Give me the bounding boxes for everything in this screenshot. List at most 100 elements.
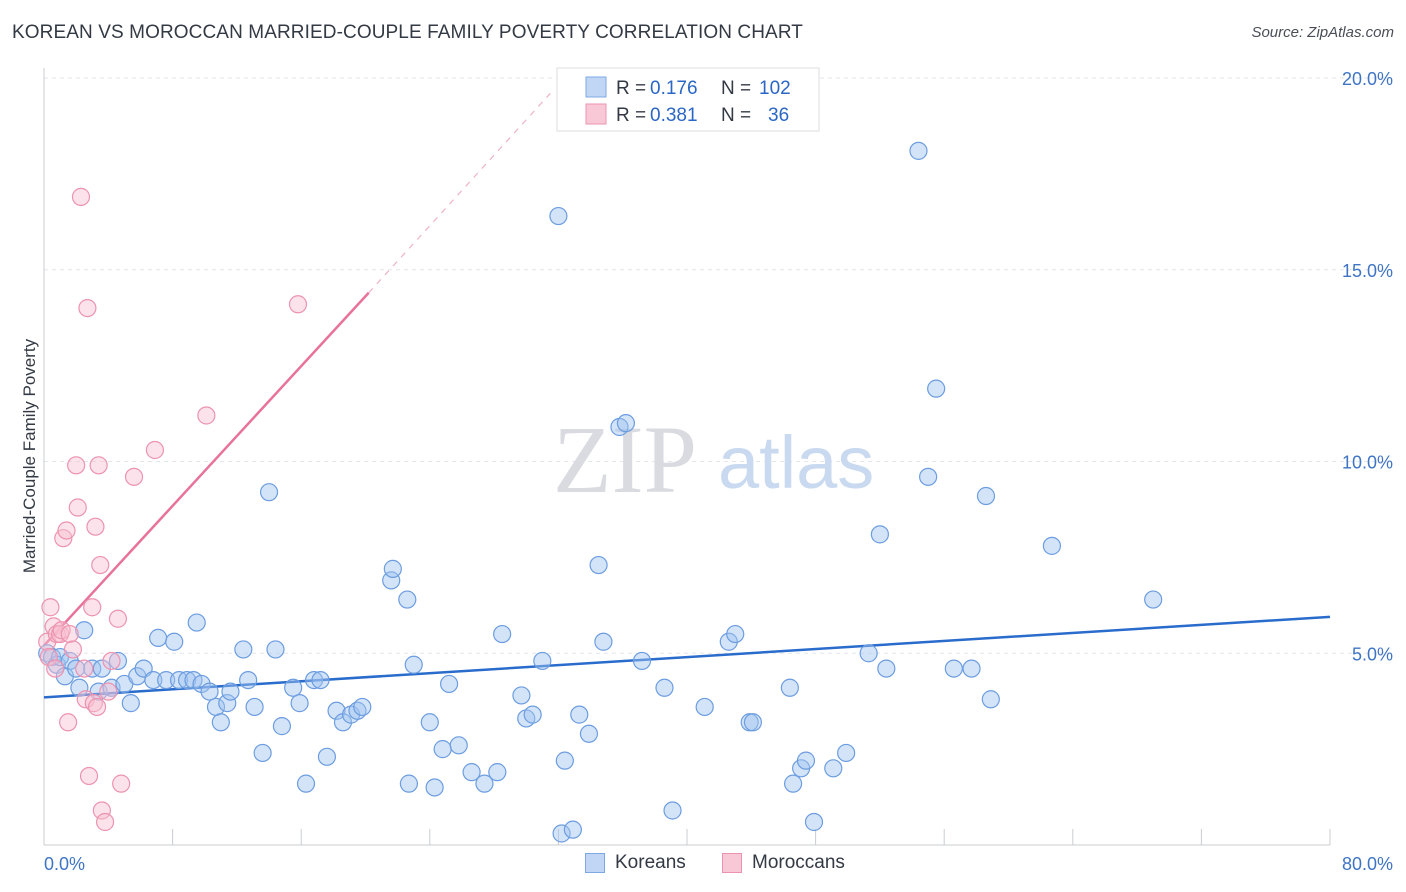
- moroccan-point: [108, 609, 128, 628]
- korean-point: [796, 751, 816, 770]
- korean-point: [439, 674, 459, 694]
- korean-point: [976, 486, 996, 506]
- moroccans-label: Moroccans: [752, 852, 845, 873]
- y-tick-label: 5.0%: [1352, 644, 1393, 664]
- korean-point: [783, 774, 803, 793]
- moroccan-trend-line: [43, 291, 370, 647]
- moroccan-point: [57, 521, 76, 540]
- korean-point: [909, 141, 928, 160]
- korean-point: [425, 778, 444, 797]
- bottom-legend-koreans: Koreans: [585, 852, 686, 874]
- moroccan-point: [102, 651, 121, 671]
- korean-point: [259, 483, 279, 502]
- moroccan-point: [99, 682, 118, 701]
- korean-point: [149, 628, 168, 648]
- legend-swatch-koreans: [585, 76, 607, 98]
- korean-point: [304, 670, 324, 690]
- y-tick-label: 15.0%: [1342, 261, 1393, 281]
- korean-point: [200, 682, 219, 701]
- korean-point: [743, 713, 763, 732]
- korean-point: [165, 632, 184, 651]
- watermark: ZIP atlas: [553, 406, 874, 513]
- korean-point: [837, 743, 856, 763]
- korean-point: [449, 736, 468, 755]
- korean-point: [570, 705, 589, 724]
- korean-point: [382, 571, 401, 590]
- moroccan-point: [91, 555, 110, 575]
- moroccan-point: [59, 713, 78, 732]
- korean-point: [616, 414, 636, 433]
- korean-point: [218, 694, 237, 713]
- korean-point: [70, 678, 89, 697]
- korean-point: [579, 724, 599, 743]
- korean-point: [121, 694, 140, 713]
- korean-point: [944, 659, 963, 678]
- korean-point: [981, 690, 1000, 709]
- korean-point: [177, 670, 197, 690]
- korean-point: [563, 820, 582, 839]
- moroccan-point: [63, 640, 83, 659]
- gridlines: [44, 77, 1394, 654]
- korean-point: [726, 624, 745, 644]
- korean-point: [927, 379, 946, 398]
- moroccan-point: [41, 598, 60, 617]
- moroccans-swatch: [722, 853, 742, 873]
- legend-r-value-moroccans: 0.381: [650, 105, 698, 126]
- moroccan-point: [67, 456, 86, 475]
- koreans-swatch: [585, 853, 605, 873]
- korean-point: [272, 717, 292, 736]
- moroccan-points: [38, 187, 308, 832]
- korean-point: [211, 713, 230, 732]
- korean-points: [38, 141, 1163, 843]
- korean-point: [284, 678, 303, 697]
- korean-point: [253, 743, 272, 763]
- korean-point: [512, 686, 531, 705]
- moroccan-point: [197, 406, 216, 425]
- korean-point: [523, 705, 542, 724]
- korean-point: [462, 763, 481, 782]
- korean-point: [488, 763, 507, 782]
- korean-point: [632, 651, 652, 671]
- korean-point: [92, 659, 111, 678]
- moroccan-point: [46, 659, 65, 678]
- korean-point: [780, 678, 799, 697]
- korean-point: [157, 670, 176, 690]
- korean-point: [695, 697, 714, 717]
- legend-r-label-koreans: R =: [616, 78, 646, 99]
- legend-n-label-moroccans: N =: [721, 105, 751, 126]
- korean-point: [824, 759, 843, 778]
- korean-point: [655, 678, 674, 697]
- korean-point: [296, 774, 316, 793]
- moroccan-point: [112, 774, 131, 793]
- moroccan-point: [71, 187, 91, 206]
- chart-title: KOREAN VS MOROCCAN MARRIED-COUPLE FAMILY…: [12, 22, 804, 43]
- korean-point: [290, 694, 309, 713]
- legend-swatch-moroccans: [585, 103, 607, 125]
- korean-point: [919, 467, 938, 486]
- korean-point: [420, 713, 439, 732]
- moroccan-point: [95, 812, 115, 832]
- korean-point: [870, 525, 890, 544]
- korean-point: [108, 651, 128, 671]
- y-tick-label: 20.0%: [1342, 69, 1393, 89]
- moroccan-point: [92, 801, 111, 820]
- moroccan-point: [83, 598, 102, 617]
- korean-point: [234, 640, 253, 659]
- korean-point: [353, 697, 372, 717]
- korean-point: [549, 206, 568, 226]
- watermark-atlas: atlas: [718, 421, 874, 504]
- korean-point: [239, 670, 258, 690]
- korean-point: [187, 613, 206, 632]
- korean-point: [383, 559, 402, 578]
- moroccan-point: [86, 517, 105, 536]
- moroccan-point: [89, 456, 108, 475]
- korean-point: [962, 659, 981, 678]
- moroccan-point: [60, 624, 79, 644]
- korean-point: [533, 651, 552, 671]
- x-tick-labels: 0.0% 80.0%: [44, 854, 1393, 874]
- korean-trend-line: [43, 615, 1331, 699]
- korean-point: [555, 751, 574, 770]
- korean-point: [493, 624, 512, 644]
- korean-point: [266, 640, 285, 659]
- chart-source: Source: ZipAtlas.com: [1251, 24, 1394, 41]
